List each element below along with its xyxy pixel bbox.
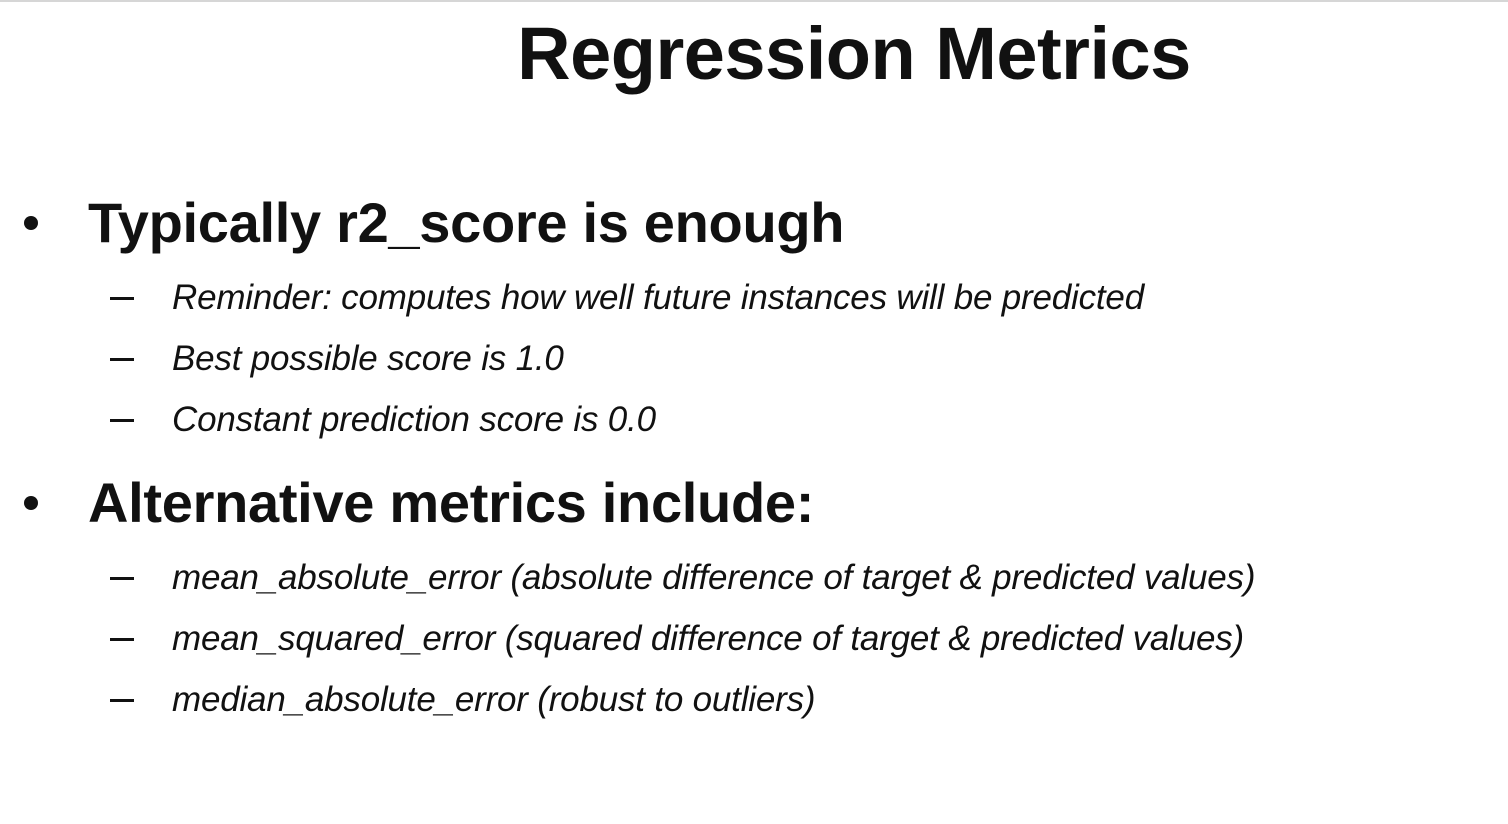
- sub-bullet-item: Best possible score is 1.0: [0, 335, 1508, 383]
- window-top-border: [0, 0, 1508, 2]
- sub-bullet-text: Best possible score is 1.0: [172, 339, 564, 378]
- bullet-item: Alternative metrics include:: [0, 468, 1508, 538]
- dash-icon: [110, 577, 134, 580]
- sub-bullet-item: mean_absolute_error (absolute difference…: [0, 554, 1508, 602]
- bullet-dot-icon: [24, 216, 38, 230]
- sub-bullet-text: mean_squared_error (squared difference o…: [172, 619, 1245, 658]
- bullet-text: Alternative metrics include:: [88, 471, 815, 534]
- bullet-item: Typically r2_score is enough: [0, 188, 1508, 258]
- dash-icon: [110, 638, 134, 641]
- bullet-dot-icon: [24, 496, 38, 510]
- sub-bullet-text: median_absolute_error (robust to outlier…: [172, 680, 816, 719]
- sub-bullet-item: median_absolute_error (robust to outlier…: [0, 676, 1508, 724]
- dash-icon: [110, 297, 134, 300]
- dash-icon: [110, 358, 134, 361]
- sub-bullet-item: Constant prediction score is 0.0: [0, 396, 1508, 444]
- sub-bullet-item: mean_squared_error (squared difference o…: [0, 615, 1508, 663]
- dash-icon: [110, 419, 134, 422]
- slide-title: Regression Metrics: [517, 12, 1191, 95]
- bullet-text: Typically r2_score is enough: [88, 191, 845, 254]
- sub-bullet-text: mean_absolute_error (absolute difference…: [172, 558, 1256, 597]
- dash-icon: [110, 699, 134, 702]
- sub-bullet-text: Reminder: computes how well future insta…: [172, 278, 1144, 317]
- sub-bullet-text: Constant prediction score is 0.0: [172, 400, 656, 439]
- sub-bullet-item: Reminder: computes how well future insta…: [0, 274, 1508, 322]
